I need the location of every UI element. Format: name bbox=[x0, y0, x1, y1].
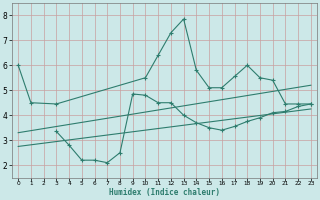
X-axis label: Humidex (Indice chaleur): Humidex (Indice chaleur) bbox=[109, 188, 220, 197]
